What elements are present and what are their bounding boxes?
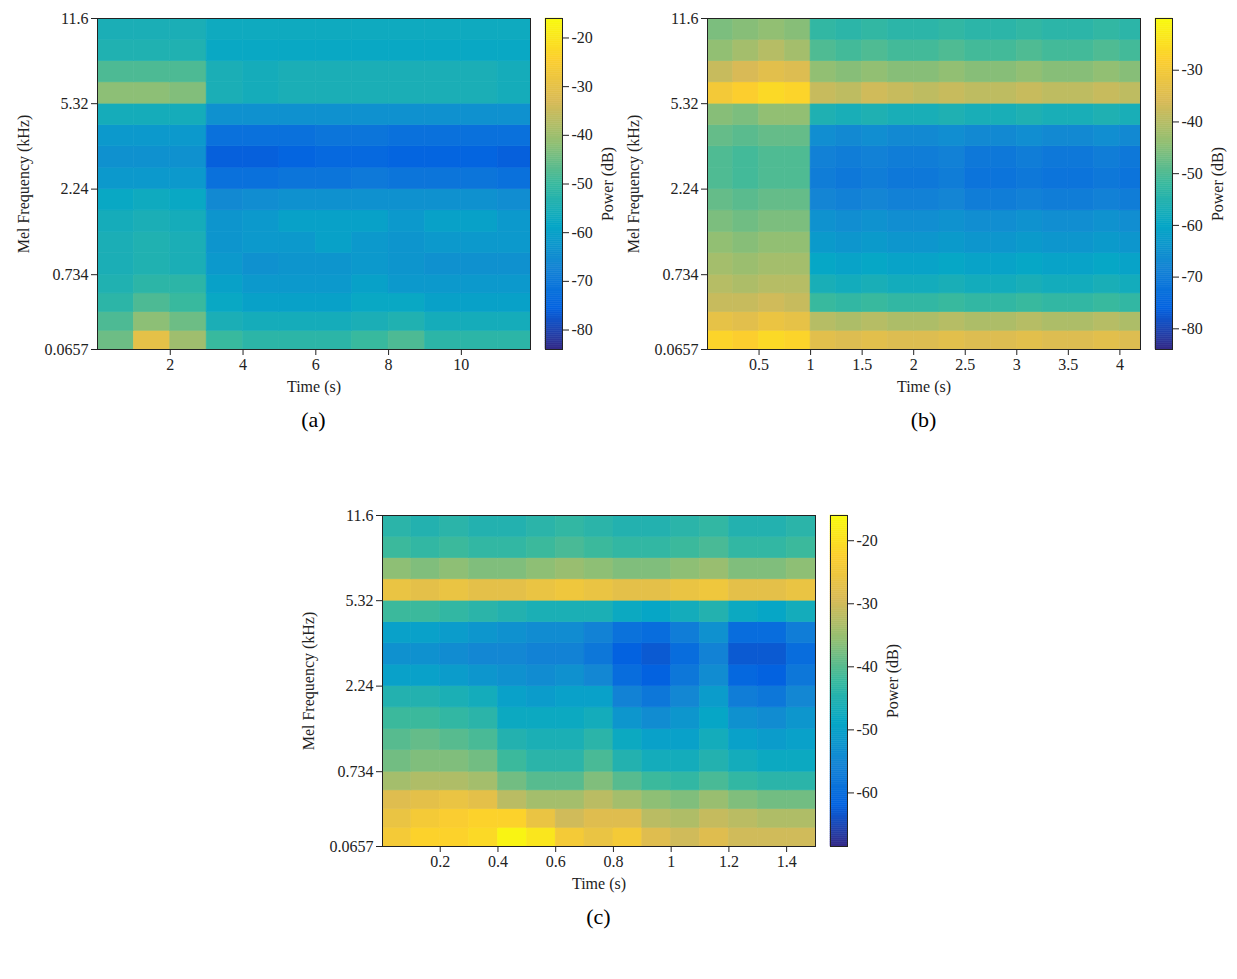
svg-text:6: 6 <box>312 356 320 373</box>
svg-text:1: 1 <box>807 356 815 373</box>
svg-text:2: 2 <box>910 356 918 373</box>
svg-text:Mel Frequency (kHz): Mel Frequency (kHz) <box>625 115 643 254</box>
svg-text:1.5: 1.5 <box>852 356 872 373</box>
svg-text:0.734: 0.734 <box>53 266 89 283</box>
svg-text:-60: -60 <box>572 224 593 241</box>
svg-text:0.2: 0.2 <box>430 853 450 870</box>
svg-text:-80: -80 <box>572 321 593 338</box>
svg-text:-40: -40 <box>572 126 593 143</box>
svg-text:1: 1 <box>667 853 675 870</box>
svg-text:-30: -30 <box>572 78 593 95</box>
svg-text:-50: -50 <box>1182 165 1203 182</box>
svg-text:-40: -40 <box>857 658 878 675</box>
svg-text:2.24: 2.24 <box>61 180 89 197</box>
svg-text:Mel Frequency (kHz): Mel Frequency (kHz) <box>15 115 33 254</box>
svg-text:-80: -80 <box>1182 320 1203 337</box>
svg-text:5.32: 5.32 <box>671 95 699 112</box>
svg-text:-40: -40 <box>1182 113 1203 130</box>
svg-text:Mel Frequency (kHz): Mel Frequency (kHz) <box>300 612 318 751</box>
svg-text:0.0657: 0.0657 <box>655 341 699 358</box>
svg-text:10: 10 <box>453 356 469 373</box>
svg-text:1.4: 1.4 <box>777 853 797 870</box>
svg-text:Power (dB): Power (dB) <box>599 147 617 221</box>
svg-text:-60: -60 <box>857 784 878 801</box>
svg-text:-70: -70 <box>1182 268 1203 285</box>
svg-text:-60: -60 <box>1182 216 1203 233</box>
svg-text:-30: -30 <box>857 595 878 612</box>
svg-text:2.5: 2.5 <box>955 356 975 373</box>
svg-text:5.32: 5.32 <box>346 592 374 609</box>
svg-text:-50: -50 <box>572 175 593 192</box>
svg-text:-50: -50 <box>857 721 878 738</box>
svg-text:-70: -70 <box>572 272 593 289</box>
svg-text:4: 4 <box>1116 356 1124 373</box>
svg-text:0.6: 0.6 <box>546 853 566 870</box>
svg-text:11.6: 11.6 <box>346 507 373 524</box>
svg-text:-20: -20 <box>857 532 878 549</box>
html-text:(b): (b) <box>910 407 937 432</box>
svg-text:Time (s): Time (s) <box>572 875 626 893</box>
svg-text:4: 4 <box>239 356 247 373</box>
svg-text:8: 8 <box>385 356 393 373</box>
svg-text:2.24: 2.24 <box>671 180 699 197</box>
svg-text:-30: -30 <box>1182 61 1203 78</box>
svg-text:Time (s): Time (s) <box>287 378 341 396</box>
svg-text:2.24: 2.24 <box>346 677 374 694</box>
svg-text:11.6: 11.6 <box>61 10 88 27</box>
svg-text:Time (s): Time (s) <box>897 378 951 396</box>
svg-text:0.5: 0.5 <box>749 356 769 373</box>
svg-text:3.5: 3.5 <box>1058 356 1078 373</box>
svg-text:1.2: 1.2 <box>719 853 739 870</box>
svg-text:-20: -20 <box>572 29 593 46</box>
svg-text:0.0657: 0.0657 <box>330 838 374 855</box>
svg-text:0.734: 0.734 <box>338 763 374 780</box>
html-text:(c): (c) <box>586 904 611 929</box>
html-text:(a): (a) <box>301 407 326 432</box>
svg-text:Power (dB): Power (dB) <box>1209 147 1227 221</box>
svg-text:0.734: 0.734 <box>663 266 699 283</box>
svg-text:3: 3 <box>1013 356 1021 373</box>
svg-text:0.8: 0.8 <box>603 853 623 870</box>
svg-text:0.4: 0.4 <box>488 853 508 870</box>
svg-text:2: 2 <box>166 356 174 373</box>
svg-text:11.6: 11.6 <box>671 10 698 27</box>
svg-text:5.32: 5.32 <box>61 95 89 112</box>
svg-text:0.0657: 0.0657 <box>45 341 89 358</box>
svg-text:Power (dB): Power (dB) <box>884 644 902 718</box>
